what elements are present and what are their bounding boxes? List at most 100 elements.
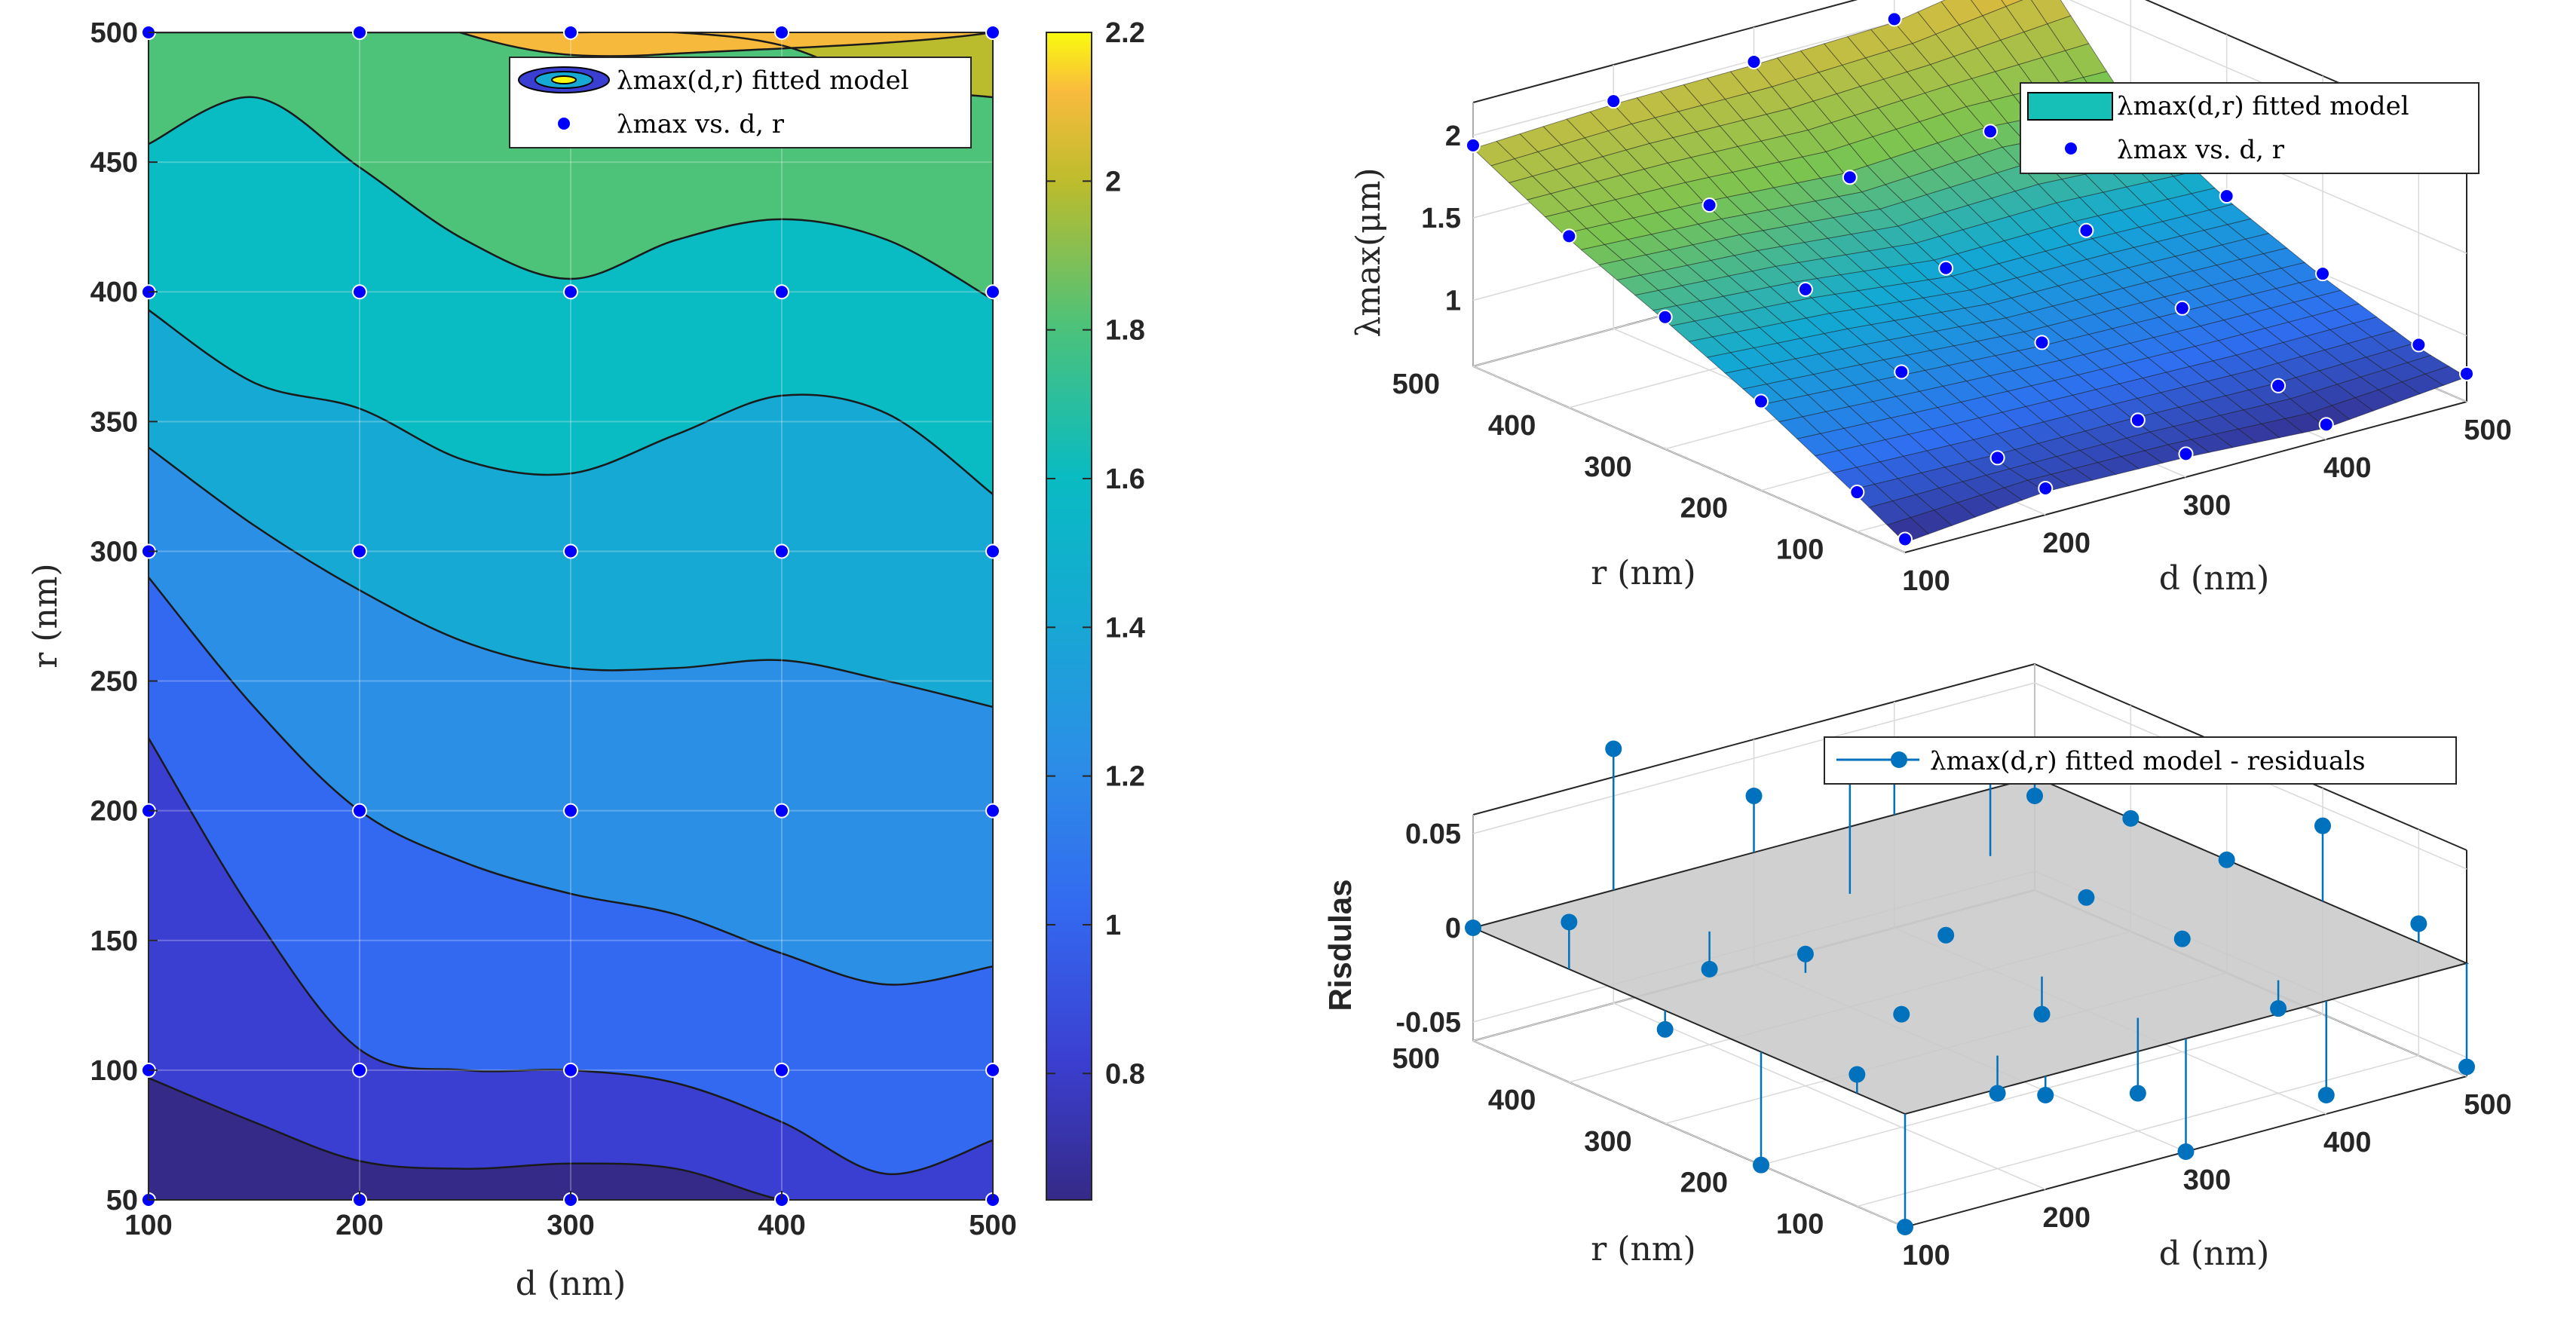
surface-data-point	[1561, 228, 1577, 244]
colorbar-tick-label: 1.4	[1105, 612, 1145, 644]
data-point	[563, 284, 578, 300]
colorbar-tick-label: 2.2	[1105, 17, 1145, 49]
residual-stem-marker	[2173, 930, 2191, 947]
data-point	[985, 25, 1000, 40]
y-tick-label: 500	[90, 17, 138, 49]
residuals-z-label: Risdulas	[1322, 879, 1358, 1011]
surface-data-point	[2178, 446, 2194, 462]
surface-data-point	[2174, 300, 2190, 316]
surface-data-point	[2315, 266, 2330, 282]
contour-x-ticks: 100 200 300 400 500	[124, 1191, 1017, 1241]
grid-d-floor	[1613, 1002, 2046, 1190]
residual-stem-marker	[1753, 1156, 1769, 1174]
grid-r-floor	[1857, 1054, 2419, 1207]
x-tick-label: 200	[335, 1210, 383, 1241]
surface-data-point	[2034, 335, 2050, 350]
surface-data-point	[1746, 54, 1762, 69]
residuals-ticks: 100 200 300 400 500 100 200 300 400 500 -0.05 0 0.05	[1392, 819, 2512, 1271]
legend-surface-swatch	[2027, 92, 2113, 121]
contour-legend-box	[509, 57, 972, 148]
surface-data-point	[1938, 260, 1954, 276]
residual-stem-marker	[2458, 1058, 2475, 1076]
contour-line-top	[459, 32, 993, 57]
data-point	[352, 25, 367, 40]
residual-stem-marker	[2317, 1087, 2335, 1103]
surface-z-label: λmax(μm)	[1349, 167, 1388, 337]
residual-stem-marker	[2218, 851, 2235, 868]
y-tick-label: 400	[90, 277, 138, 308]
contour-line-4	[149, 309, 993, 495]
surface-data-point	[2078, 222, 2094, 238]
residual-stem-marker	[1701, 960, 1718, 978]
contour-y-label: r (nm)	[26, 563, 65, 668]
r-tick-label: 100	[1776, 1209, 1824, 1241]
surface-data-point	[2459, 366, 2474, 381]
x-tick-label: 500	[969, 1210, 1016, 1241]
contour-line-5	[149, 96, 993, 301]
contour-line-0	[149, 1077, 993, 1200]
x-tick-label: 300	[547, 1210, 594, 1241]
y-tick-label: 350	[90, 406, 138, 438]
d-tick-label: 100	[1902, 565, 1950, 597]
residual-stem-marker	[2033, 1005, 2051, 1023]
residuals-legend: λmax(d,r) fitted model - residuals	[1824, 736, 2457, 785]
r-tick-label: 500	[1392, 369, 1440, 400]
data-point	[774, 284, 789, 300]
residual-stem-marker	[1897, 1219, 1913, 1235]
colorbar-tick-label: 1.2	[1105, 761, 1145, 793]
colorbar-tick-label: 1.8	[1105, 315, 1145, 347]
residual-stem-marker	[1656, 1021, 1674, 1038]
surface-data-point	[1849, 485, 1865, 500]
data-point	[774, 1062, 789, 1078]
surface-data-points	[1466, 11, 2474, 547]
colorbar-strip	[1046, 32, 1092, 1201]
r-tick-label: 300	[1584, 1126, 1631, 1158]
data-point	[774, 25, 789, 40]
residual-stem-marker	[1745, 788, 1763, 804]
surface-data-point	[1983, 124, 1999, 139]
colorbar-tick-label: 1	[1105, 910, 1121, 941]
residual-stem-marker	[1849, 1066, 1866, 1083]
d-tick-label: 400	[2323, 452, 2371, 484]
surface-data-point	[1894, 364, 1910, 380]
surface-ticks: 100 200 300 400 500 100 200 300 400 500 1 1.5 2	[1392, 121, 2512, 597]
colorbar-tick-label: 2	[1105, 166, 1121, 197]
grid-d-floor	[1472, 366, 1906, 553]
residual-stem-marker	[2026, 788, 2043, 804]
r-tick-label: 200	[1680, 1167, 1728, 1199]
residual-stem-marker	[1893, 1005, 1910, 1023]
y-tick-label: 100	[90, 1055, 138, 1087]
surface-data-point	[1466, 137, 1481, 153]
surface-cell	[1472, 140, 1515, 167]
residuals-d-label: d (nm)	[2159, 1235, 2270, 1273]
contour-band-top	[460, 32, 993, 57]
contour-bands	[149, 32, 993, 1200]
contour-legend-entry-1: λmax(d,r) fitted model	[617, 66, 909, 96]
legend-surface-point-marker	[2063, 141, 2078, 156]
z-tick-label: -0.05	[1395, 1007, 1461, 1039]
data-point	[985, 543, 1000, 559]
surface-data-point	[2271, 378, 2287, 393]
d-tick-label: 300	[2183, 1164, 2231, 1196]
residual-stem-marker	[1561, 913, 1578, 931]
data-point	[774, 543, 789, 559]
surface-data-point	[1989, 450, 2005, 466]
y-tick-label: 200	[90, 796, 138, 828]
contour-legend-entry-2: λmax vs. d, r	[617, 109, 785, 139]
residual-stem-marker	[1796, 945, 1814, 962]
surface-data-point	[2411, 337, 2427, 353]
surface-data-point	[1842, 170, 1858, 185]
surface-data-point	[1657, 309, 1673, 325]
d-tick-label: 300	[2183, 490, 2231, 522]
r-tick-label: 400	[1488, 410, 1536, 442]
colorbar: 0.8 1 1.2 1.4 1.6 1.8 2 2.2	[1046, 17, 1145, 1201]
colorbar-tick-label: 1.6	[1105, 464, 1145, 495]
contour-y-ticks: 50 100 150 200 250 300 350 400 450 500	[90, 17, 158, 1216]
surface-legend-entry-2: λmax vs. d, r	[2117, 135, 2285, 165]
z-tick-label: 1.5	[1421, 203, 1461, 234]
residual-stem-marker	[1465, 920, 1481, 936]
contour-plot: 100 200 300 400 500 501001502002503003504004…	[26, 17, 1145, 1303]
d-tick-label: 500	[2464, 415, 2511, 446]
residuals-legend-box	[1824, 736, 2457, 785]
z-tick-label: 0.05	[1405, 819, 1461, 850]
